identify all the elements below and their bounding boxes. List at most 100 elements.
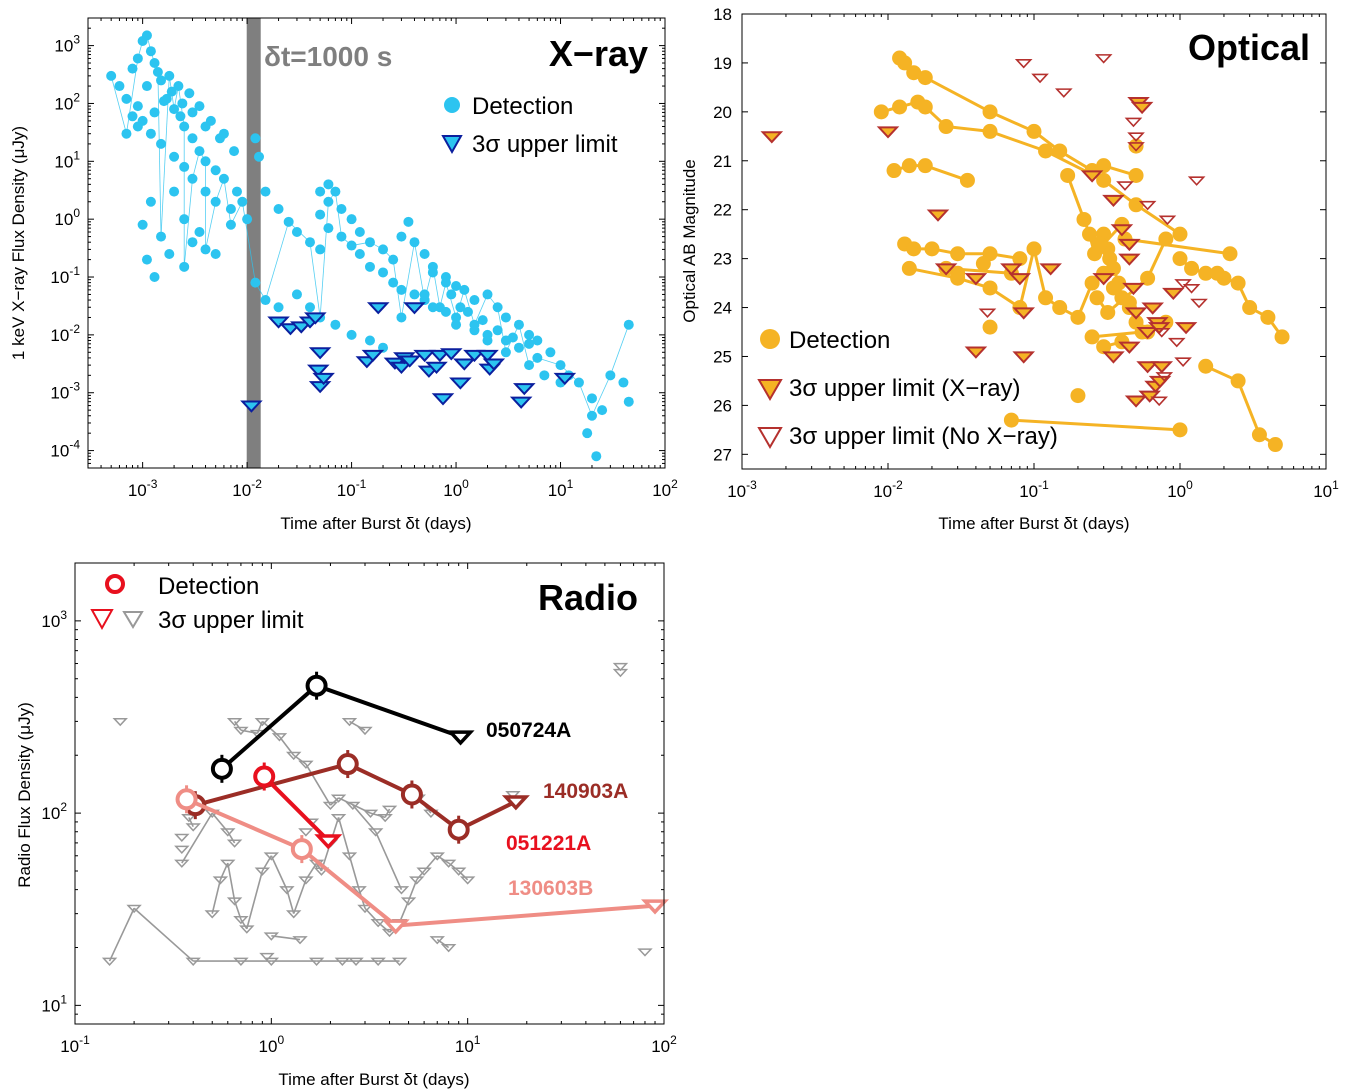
xray-detection-point — [225, 219, 236, 230]
xray-detection-point — [336, 203, 347, 214]
optical-ul-xray-point — [1118, 341, 1141, 354]
xray-detection-point — [354, 248, 365, 259]
xray-detection-point — [260, 295, 271, 306]
xray-annotation: δt=1000 s — [264, 41, 392, 72]
optical-ul-xray-point — [1124, 395, 1148, 408]
optical-ul-noxray-point — [1014, 58, 1033, 69]
optical-detection-point — [1070, 309, 1086, 325]
radio-other-upper-limit — [381, 928, 398, 938]
optical-ytick-label: 18 — [713, 5, 732, 24]
radio-label-051221A: 051221A — [506, 832, 591, 855]
radio-other-upper-limit — [233, 957, 249, 966]
optical-ytick-label: 25 — [713, 347, 732, 366]
radio-other-upper-limit — [233, 726, 249, 736]
radio-xtick-label: 102 — [651, 1033, 677, 1056]
xray-detection-point — [194, 101, 205, 112]
radio-other-upper-limit — [341, 852, 358, 861]
radio-ytick-label: 102 — [41, 800, 67, 823]
optical-ytick-label: 26 — [713, 396, 732, 415]
xray-detection-point — [164, 70, 175, 81]
xray-detection-point — [137, 219, 148, 230]
xray-detection-point — [315, 209, 326, 220]
xray-upper-limit-point — [482, 358, 506, 371]
optical-ul-xray-point — [1118, 253, 1141, 266]
optical-ul-noxray-point — [1174, 357, 1192, 367]
xray-detection-point — [403, 216, 414, 227]
radio-140903A-detection — [447, 818, 470, 841]
xray-detection-point — [169, 104, 180, 115]
xray-detection-point — [427, 267, 438, 278]
radio-other-upper-limit — [381, 805, 398, 814]
xray-1000s-band-rect — [246, 18, 261, 468]
radio-other-link — [133, 907, 194, 962]
xray-detection-point — [419, 248, 430, 259]
radio-other-upper-limit — [233, 915, 249, 925]
radio-xtick-label: 100 — [259, 1033, 285, 1056]
optical-legend-detection-marker — [760, 329, 780, 349]
optical-ytick-label: 21 — [713, 152, 732, 171]
xray-detection-point — [141, 30, 152, 41]
radio-other-upper-limit — [185, 823, 201, 832]
radio-other-upper-limit — [408, 876, 425, 885]
xray-detection-point — [127, 63, 138, 74]
radio-050724A-detection — [305, 674, 328, 697]
radio-other-upper-limit — [174, 845, 190, 854]
optical-ul-noxray-point — [1116, 181, 1134, 191]
optical-detection-link — [1236, 380, 1261, 436]
radio-other-upper-limit — [308, 957, 325, 966]
xray-detection-link — [265, 221, 290, 301]
optical-detection-point — [906, 241, 922, 257]
optical-ul-noxray-point — [1127, 132, 1145, 142]
optical-detection-point — [938, 119, 954, 135]
xray-detection-link — [518, 324, 530, 366]
xray-detection-point — [250, 277, 261, 288]
optical-detection-link — [1091, 330, 1143, 339]
xray-legend-ul-marker — [441, 135, 463, 155]
xray-detection-link — [334, 191, 342, 237]
optical-ul-xray-point — [1162, 287, 1185, 301]
xray-detection-point — [513, 342, 524, 353]
xray-detection-point — [462, 306, 473, 317]
xray-detection-point — [158, 96, 169, 107]
xray-upper-limit-point — [403, 302, 426, 315]
xray-detection-point — [330, 319, 341, 330]
xray-detection-point — [419, 289, 430, 300]
optical-detection-point — [982, 123, 998, 139]
xray-upper-limit-point — [390, 361, 413, 375]
xray-detection-point — [315, 244, 326, 255]
optical-legend-detection: Detection — [789, 327, 890, 354]
xray-detection-point — [500, 347, 511, 358]
xray-detection-point — [364, 261, 375, 272]
optical-ul-noxray-point — [1167, 337, 1186, 348]
xray-detection-point — [173, 81, 184, 92]
optical-ul-xray-point — [934, 263, 958, 276]
xray-detection-point — [187, 133, 198, 144]
optical-legend: Detection 3σ upper limit (X−ray) 3σ uppe… — [757, 327, 1058, 450]
xray-detection-point — [169, 151, 180, 162]
xray-detection-point — [396, 284, 407, 295]
optical-detection-point — [1222, 246, 1238, 262]
xray-detection-point — [492, 325, 503, 336]
radio-legend: Detection 3σ upper limit — [90, 573, 304, 634]
xray-detection-point — [524, 338, 535, 349]
optical-detection-point — [1100, 304, 1116, 320]
radio-other-link — [398, 900, 410, 923]
radio-legend-detection: Detection — [158, 573, 259, 600]
radio-other-upper-limit — [298, 760, 314, 769]
xray-detection-point — [200, 244, 211, 255]
xray-detection-point — [156, 138, 167, 149]
optical-detection-point — [901, 260, 917, 276]
xray-xtick-label: 102 — [652, 477, 678, 500]
optical-detection-point — [1172, 251, 1188, 267]
radio-other-link — [233, 720, 242, 731]
radio-other-upper-limit — [313, 867, 330, 876]
radio-other-upper-limit — [220, 859, 236, 868]
radio-other-link — [337, 817, 351, 856]
xray-detection-point — [250, 133, 261, 144]
radio-other-upper-limit — [370, 957, 386, 966]
optical-xtick-label: 10-1 — [1019, 478, 1049, 501]
radio-other-upper-limit — [285, 751, 302, 761]
xray-upper-limit-point — [304, 312, 327, 325]
radio-grb-series — [175, 671, 670, 935]
